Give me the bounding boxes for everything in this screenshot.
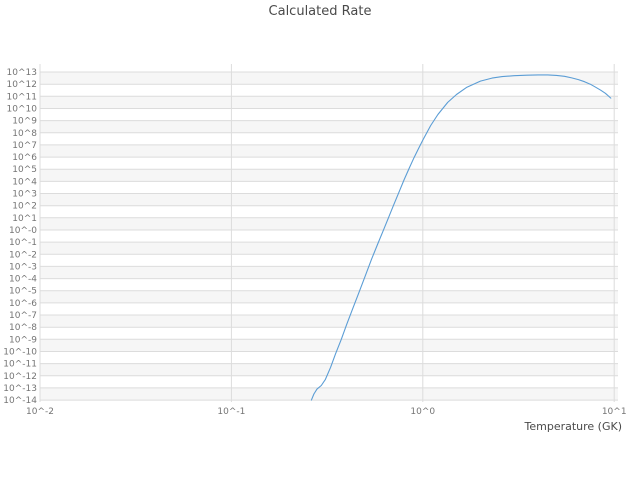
- grid-band: [40, 169, 618, 182]
- y-tick-label: 10^-1: [9, 238, 37, 248]
- x-axis-label: Temperature (GK): [524, 420, 623, 433]
- grid-band: [40, 339, 618, 352]
- grid-band: [40, 315, 618, 328]
- y-tick-label: 10^9: [12, 117, 37, 127]
- y-tick-label: 10^13: [7, 68, 37, 78]
- y-tick-label: 10^-2: [9, 250, 37, 260]
- grid-band: [40, 266, 618, 279]
- chart-title: Calculated Rate: [268, 4, 372, 19]
- y-tick-label: 10^-0: [9, 226, 37, 236]
- x-tick-label: 10^0: [410, 407, 435, 417]
- grid-band: [40, 387, 618, 400]
- y-tick-label: 10^1: [12, 214, 37, 224]
- y-tick-label: 10^5: [12, 165, 37, 175]
- y-tick-label: 10^-8: [9, 323, 37, 333]
- y-tick-label: 10^4: [12, 177, 37, 187]
- grid-band: [40, 144, 618, 157]
- x-tick-label: 10^-2: [26, 407, 54, 417]
- y-tick-label: 10^-7: [9, 311, 37, 321]
- y-tick-label: 10^6: [12, 153, 37, 163]
- y-tick-label: 10^-13: [3, 384, 37, 394]
- y-tick-label: 10^-11: [3, 360, 37, 370]
- y-tick-label: 10^-4: [9, 275, 37, 285]
- y-tick-label: 10^-14: [3, 396, 37, 406]
- y-tick-label: 10^3: [12, 190, 37, 200]
- y-tick-label: 10^-3: [9, 262, 37, 272]
- grid-band: [40, 193, 618, 206]
- y-tick-label: 10^8: [12, 129, 37, 139]
- y-tick-label: 10^7: [12, 141, 37, 151]
- y-tick-label: 10^-6: [9, 299, 37, 309]
- y-tick-label: 10^2: [12, 202, 37, 212]
- y-tick-label: 10^-5: [9, 287, 37, 297]
- y-tick-label: 10^12: [7, 80, 37, 90]
- grid-band: [40, 217, 618, 230]
- y-tick-label: 10^11: [7, 92, 37, 102]
- y-tick-label: 10^-12: [3, 372, 37, 382]
- grid-band: [40, 96, 618, 109]
- grid-band: [40, 120, 618, 133]
- grid-band: [40, 290, 618, 303]
- grid-band: [40, 242, 618, 255]
- x-tick-label: 10^-1: [217, 407, 245, 417]
- series-line-calculated-rate: [310, 74, 612, 401]
- y-tick-label: 10^10: [7, 105, 38, 115]
- y-tick-label: 10^-10: [3, 348, 37, 358]
- x-tick-label: 10^1: [602, 407, 627, 417]
- y-tick-label: 10^-9: [9, 335, 37, 345]
- grid-band: [40, 72, 618, 85]
